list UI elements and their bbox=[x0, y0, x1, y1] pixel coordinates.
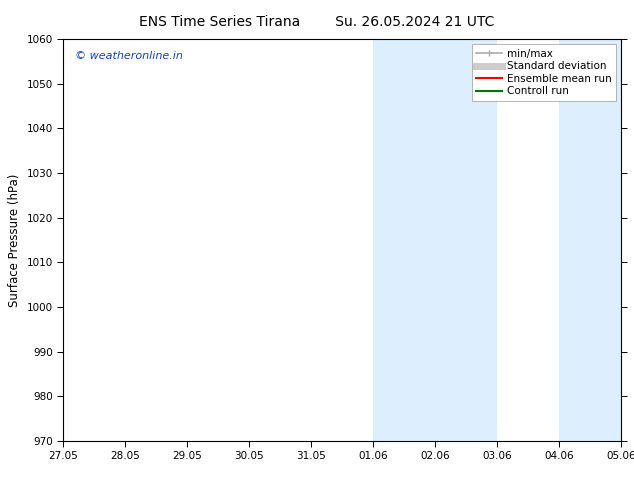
Text: ENS Time Series Tirana        Su. 26.05.2024 21 UTC: ENS Time Series Tirana Su. 26.05.2024 21… bbox=[139, 15, 495, 29]
Bar bbox=[373, 39, 497, 441]
Text: © weatheronline.in: © weatheronline.in bbox=[75, 51, 183, 61]
Y-axis label: Surface Pressure (hPa): Surface Pressure (hPa) bbox=[8, 173, 21, 307]
Legend: min/max, Standard deviation, Ensemble mean run, Controll run: min/max, Standard deviation, Ensemble me… bbox=[472, 45, 616, 100]
Bar bbox=[559, 39, 621, 441]
